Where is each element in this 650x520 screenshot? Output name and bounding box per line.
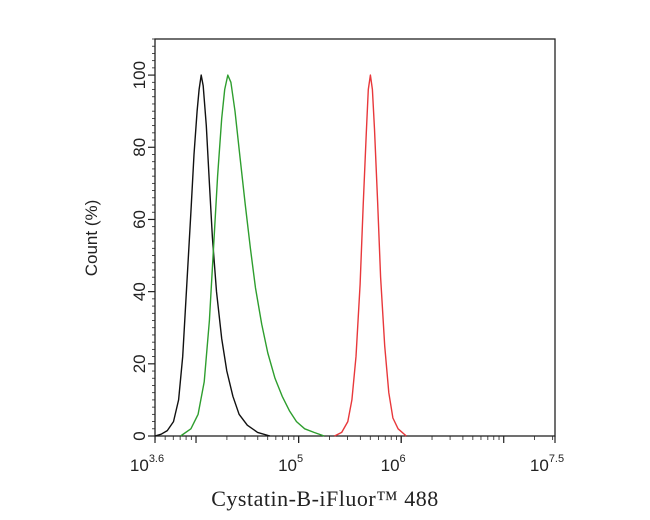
x-tick-label: 107.5 bbox=[530, 453, 564, 475]
series-layer bbox=[154, 74, 407, 437]
plot-frame bbox=[154, 38, 556, 437]
series-line-1 bbox=[154, 74, 271, 437]
y-axis-label: Count (%) bbox=[82, 200, 101, 277]
y-tick-label: 80 bbox=[130, 138, 149, 157]
x-tick-label: 103.6 bbox=[130, 453, 164, 475]
x-tick-label: 105 bbox=[278, 453, 303, 475]
series-line-2 bbox=[180, 74, 325, 437]
x-axis: 103.6 105 106 107.5 bbox=[130, 436, 564, 475]
y-tick-label: 60 bbox=[130, 210, 149, 229]
x-tick-label: 106 bbox=[381, 453, 406, 475]
y-tick-label: 100 bbox=[130, 61, 149, 89]
x-axis-label: Cystatin-B-iFluor™ 488 bbox=[211, 486, 439, 511]
y-tick-label: 0 bbox=[130, 431, 149, 440]
y-tick-label: 20 bbox=[130, 354, 149, 373]
series-line-3 bbox=[334, 74, 407, 437]
y-tick-label: 40 bbox=[130, 282, 149, 301]
y-axis: 0 20 40 60 80 100 bbox=[130, 38, 155, 441]
